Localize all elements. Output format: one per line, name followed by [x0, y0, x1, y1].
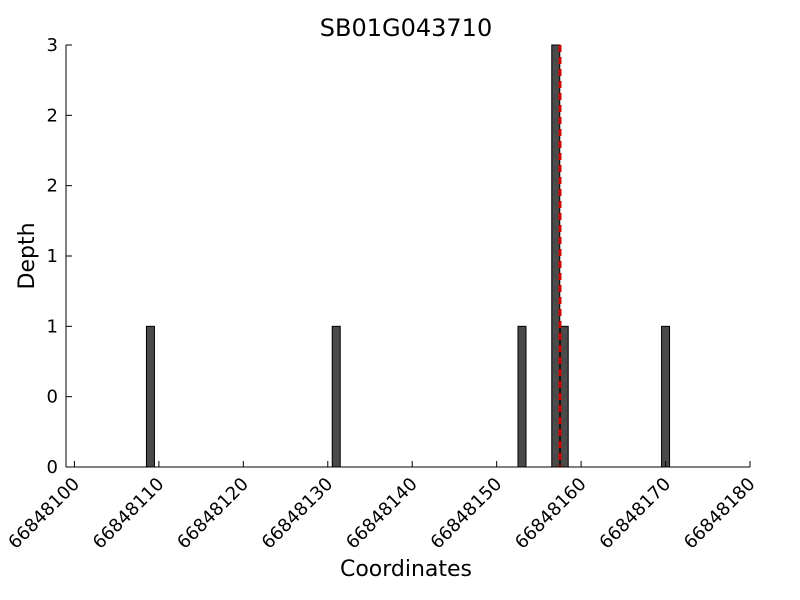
- y-tick-label: 2: [47, 176, 58, 197]
- x-tick-label: 66848120: [173, 474, 253, 554]
- x-tick-label: 66848140: [342, 474, 422, 554]
- bars-layer: [145, 44, 671, 468]
- x-tick-label: 66848150: [427, 474, 507, 554]
- y-tick-label: 2: [47, 105, 58, 126]
- x-tick-label: 66848170: [595, 474, 675, 554]
- x-tick-label: 66848180: [680, 474, 760, 554]
- y-axis-label: Depth: [15, 222, 40, 289]
- y-tick-label: 0: [47, 457, 58, 478]
- x-tick-label: 66848130: [258, 474, 338, 554]
- y-tick-label: 1: [47, 246, 58, 267]
- y-tick-label: 0: [47, 387, 58, 408]
- bar: [661, 325, 671, 468]
- y-tick-label: 1: [47, 316, 58, 337]
- bar: [331, 325, 341, 468]
- x-tick-label: 66848110: [89, 474, 169, 554]
- bar: [145, 325, 155, 468]
- x-axis-label: Coordinates: [340, 557, 472, 582]
- x-tick-label: 66848160: [511, 474, 591, 554]
- x-tick-label: 66848100: [4, 474, 84, 554]
- y-tick-label: 3: [47, 35, 58, 56]
- bar: [517, 325, 527, 468]
- chart-title: SB01G043710: [320, 14, 492, 42]
